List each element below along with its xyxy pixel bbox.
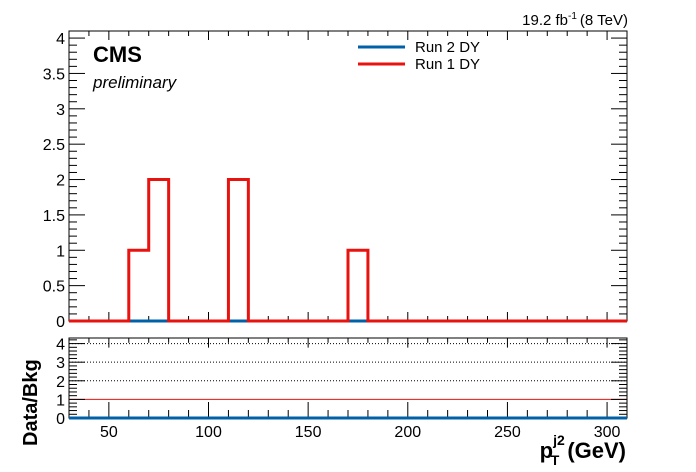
x-tick-label: 300 — [594, 424, 621, 441]
main-y-tick-label: 4 — [56, 31, 65, 48]
main-y-tick-label: 1 — [56, 243, 65, 260]
main-series — [69, 178, 627, 323]
ratio-y-tick-label: 0 — [56, 411, 65, 428]
x-tick-label: 100 — [195, 424, 222, 441]
x-tick-label: 150 — [295, 424, 322, 441]
legend-label-run1: Run 1 DY — [415, 56, 480, 73]
legend: Run 2 DY Run 1 DY — [358, 39, 480, 73]
experiment-label: CMS — [93, 42, 142, 67]
x-tick-label: 250 — [494, 424, 521, 441]
x-tick-label: 50 — [100, 424, 118, 441]
energy-label: (8 TeV) — [580, 12, 628, 29]
lumi-label: 19.2 fb-1 (8 TeV) — [522, 11, 628, 29]
ratio-axis-ticks — [68, 338, 628, 419]
ratio-y-tick-label: 1 — [56, 392, 65, 409]
legend-label-run2: Run 2 DY — [415, 39, 480, 56]
main-y-tick-label: 3 — [56, 102, 65, 119]
lumi-exponent: -1 — [568, 11, 577, 22]
series-run1-dy — [69, 178, 627, 323]
ratio-y-tick-labels: 0 12 34 — [56, 337, 65, 428]
main-y-tick-label: 2.5 — [43, 137, 65, 154]
x-axis-label: pj2 T (GeV) — [540, 432, 626, 468]
x-axis-label-sup: j2 — [552, 432, 565, 448]
ratio-y-axis-label: Data/Bkg — [20, 359, 42, 446]
main-y-tick-label: 2 — [56, 173, 65, 190]
x-axis-label-sub: T — [551, 452, 560, 468]
x-tick-labels: 50 100 150 200 250 300 — [100, 424, 621, 441]
ratio-panel-frame — [68, 337, 628, 419]
lumi-value: 19.2 fb — [522, 12, 568, 29]
main-y-tick-label: 0 — [56, 314, 65, 331]
ratio-y-tick-label: 2 — [56, 374, 65, 391]
ratio-gridlines — [69, 343, 627, 400]
main-y-tick-label: 3.5 — [43, 66, 65, 83]
main-y-tick-labels: 0 0.5 1 1.5 2 2.5 3 3.5 4 — [43, 31, 65, 331]
x-axis-label-main: p — [540, 438, 553, 463]
x-axis-label-unit: (GeV) — [567, 438, 626, 463]
ratio-y-tick-label: 3 — [56, 355, 65, 372]
ratio-y-tick-label: 4 — [56, 337, 65, 354]
main-y-tick-label: 0.5 — [43, 279, 65, 296]
main-y-tick-label: 1.5 — [43, 208, 65, 225]
x-tick-label: 200 — [394, 424, 421, 441]
status-label: preliminary — [92, 73, 178, 92]
